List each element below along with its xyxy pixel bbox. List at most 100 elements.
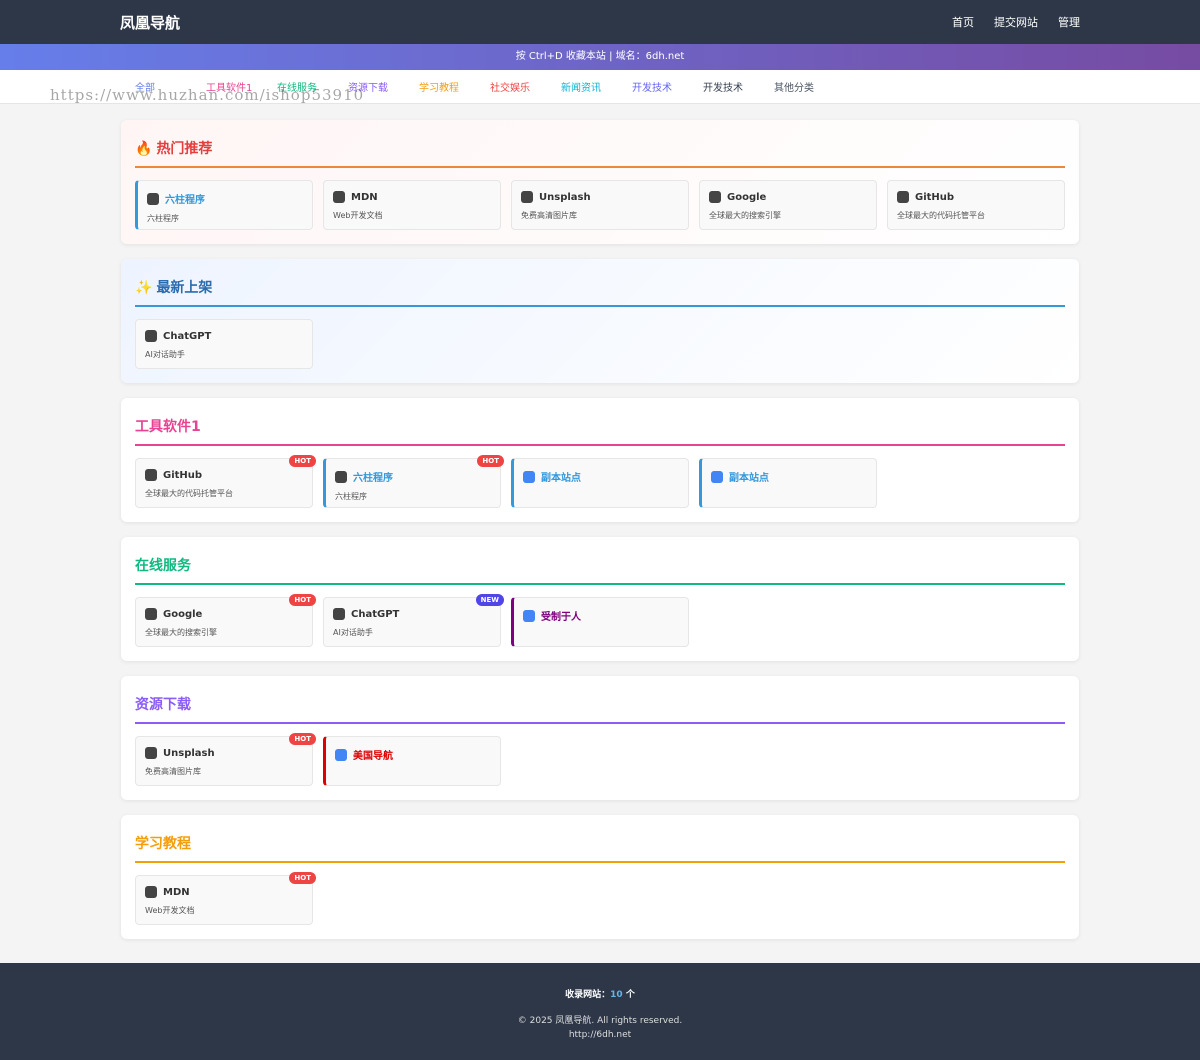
card-row: GitHub 全球最大的代码托管平台 HOT 六柱程序 六柱程序 HOT 副本站点 副本站点 (135, 455, 1065, 508)
section-title: 工具软件1 (135, 410, 1065, 446)
site-name-text: 美国导航 (353, 751, 393, 762)
site-card[interactable]: 受制于人 (511, 597, 689, 647)
badge: HOT (289, 594, 316, 606)
logo[interactable]: 凤凰导航 (120, 13, 181, 32)
card-row: ChatGPT AI对话助手 (135, 319, 1065, 369)
site-icon (333, 191, 345, 203)
section-title-text: 在线服务 (135, 558, 191, 574)
header: 凤凰导航 首页 提交网站 管理 (0, 0, 1200, 44)
site-card[interactable]: 六柱程序 六柱程序 (135, 180, 313, 230)
site-name-text: 副本站点 (729, 473, 769, 484)
nav-link[interactable]: 管理 (1058, 16, 1080, 29)
badge: HOT (477, 455, 504, 467)
site-card[interactable]: 美国导航 (323, 736, 501, 786)
category-link[interactable]: 学习教程 (419, 83, 459, 94)
copyright: © 2025 凤凰导航. All rights reserved. (517, 1016, 683, 1026)
site-card[interactable]: Google 全球最大的搜索引擎 HOT (135, 594, 316, 647)
section: 学习教程 MDN Web开发文档 HOT (121, 815, 1079, 939)
category-link[interactable]: 新闻资讯 (561, 83, 601, 94)
card-row: Google 全球最大的搜索引擎 HOT ChatGPT AI对话助手 NEW 受制于人 (135, 594, 1065, 647)
site-card[interactable]: Unsplash 免费高清图片库 (511, 180, 689, 230)
nav-link[interactable]: 首页 (952, 16, 974, 29)
category-link[interactable]: 资源下载 (348, 83, 388, 94)
watermark: https://www.huzhan.com/ishop53910 (50, 86, 365, 104)
site-icon (333, 608, 345, 620)
footer: 收录网站：10 个 © 2025 凤凰导航. All rights reserv… (0, 963, 1200, 1060)
section-title-text: 资源下载 (135, 697, 191, 713)
footer-url: http://6dh.net (568, 1030, 632, 1040)
site-desc: 六柱程序 (147, 214, 179, 223)
section-title: 在线服务 (135, 549, 1065, 585)
site-name: 六柱程序 (147, 191, 303, 206)
site-desc: AI对话助手 (333, 628, 373, 637)
site-card[interactable]: Google 全球最大的搜索引擎 (699, 180, 877, 230)
site-name-text: 副本站点 (541, 473, 581, 484)
section-title: 资源下载 (135, 688, 1065, 724)
site-card[interactable]: 六柱程序 六柱程序 HOT (323, 455, 504, 508)
site-card[interactable]: MDN Web开发文档 HOT (135, 872, 316, 925)
count: 10 (610, 990, 623, 1000)
site-icon (523, 470, 535, 483)
site-name: 六柱程序 (335, 469, 491, 484)
site-card[interactable]: ChatGPT AI对话助手 NEW (323, 594, 504, 647)
category-nav: 全部 工具软件1 在线服务 资源下载 学习教程 社交娱乐 新闻资讯 开发技术 开发技术 其他分类 (0, 70, 1200, 104)
card-row: 六柱程序 六柱程序 MDN Web开发文档 Unsplash 免费高清图片库 Google 全… (135, 180, 1065, 230)
site-desc: 全球最大的搜索引擎 (709, 211, 781, 220)
site-name-text: ChatGPT (163, 330, 212, 342)
site-name-text: MDN (163, 886, 190, 898)
category-link[interactable]: 开发技术 (632, 83, 672, 94)
site-card[interactable]: Unsplash 免费高清图片库 HOT (135, 733, 316, 786)
section-icon: ✨ (135, 280, 153, 296)
site-desc: Web开发文档 (145, 906, 195, 915)
badge: HOT (289, 455, 316, 467)
section-title: 🔥 热门推荐 (135, 132, 1065, 168)
category-link[interactable]: 在线服务 (277, 83, 317, 94)
site-icon (145, 469, 157, 481)
site-icon (709, 191, 721, 203)
category-link[interactable]: 社交娱乐 (490, 83, 530, 94)
category-link[interactable]: 开发技术 (703, 83, 743, 94)
site-name: MDN (333, 191, 491, 203)
site-card[interactable]: 副本站点 (511, 458, 689, 508)
site-name-text: GitHub (915, 191, 955, 203)
site-name-text: MDN (351, 191, 378, 203)
site-desc: 全球最大的代码托管平台 (145, 489, 233, 498)
site-desc: 六柱程序 (335, 492, 367, 501)
section: 资源下载 Unsplash 免费高清图片库 HOT 美国导航 (121, 676, 1079, 800)
site-icon (335, 748, 347, 761)
site-name: 副本站点 (523, 469, 679, 484)
section-title: ✨ 最新上架 (135, 271, 1065, 307)
site-name: 受制于人 (523, 608, 679, 623)
card-row: Unsplash 免费高清图片库 HOT 美国导航 (135, 733, 1065, 786)
site-icon (145, 747, 157, 759)
site-icon (335, 470, 347, 483)
section: 在线服务 Google 全球最大的搜索引擎 HOT ChatGPT AI对话助手 NEW 受制… (121, 537, 1079, 661)
site-name-text: 六柱程序 (353, 473, 393, 484)
site-card[interactable]: GitHub 全球最大的代码托管平台 (887, 180, 1065, 230)
site-name-text: Unsplash (539, 191, 591, 203)
category-link[interactable]: 全部 (135, 83, 155, 94)
site-card[interactable]: GitHub 全球最大的代码托管平台 HOT (135, 455, 316, 508)
site-name-text: 受制于人 (541, 612, 581, 623)
site-name: Google (709, 191, 867, 203)
badge: HOT (289, 872, 316, 884)
section: 🔥 热门推荐 六柱程序 六柱程序 MDN Web开发文档 Unsplash 免费高清图片库 Go… (121, 120, 1079, 244)
section: 工具软件1 GitHub 全球最大的代码托管平台 HOT 六柱程序 六柱程序 HOT 副本站点… (121, 398, 1079, 522)
site-icon (523, 609, 535, 622)
site-card[interactable]: 副本站点 (699, 458, 877, 508)
site-icon (711, 470, 723, 483)
category-link[interactable]: 工具软件1 (206, 83, 253, 94)
site-card[interactable]: ChatGPT AI对话助手 (135, 319, 313, 369)
count-unit: 个 (625, 990, 635, 1000)
site-icon (147, 192, 159, 205)
site-name: Google (145, 608, 303, 620)
category-link[interactable]: 其他分类 (774, 83, 814, 94)
site-desc: 全球最大的代码托管平台 (897, 211, 985, 220)
site-name: GitHub (897, 191, 1055, 203)
card-row: MDN Web开发文档 HOT (135, 872, 1065, 925)
badge: HOT (289, 733, 316, 745)
site-card[interactable]: MDN Web开发文档 (323, 180, 501, 230)
nav-link[interactable]: 提交网站 (994, 16, 1038, 29)
section-title-text: 工具软件1 (135, 419, 201, 435)
